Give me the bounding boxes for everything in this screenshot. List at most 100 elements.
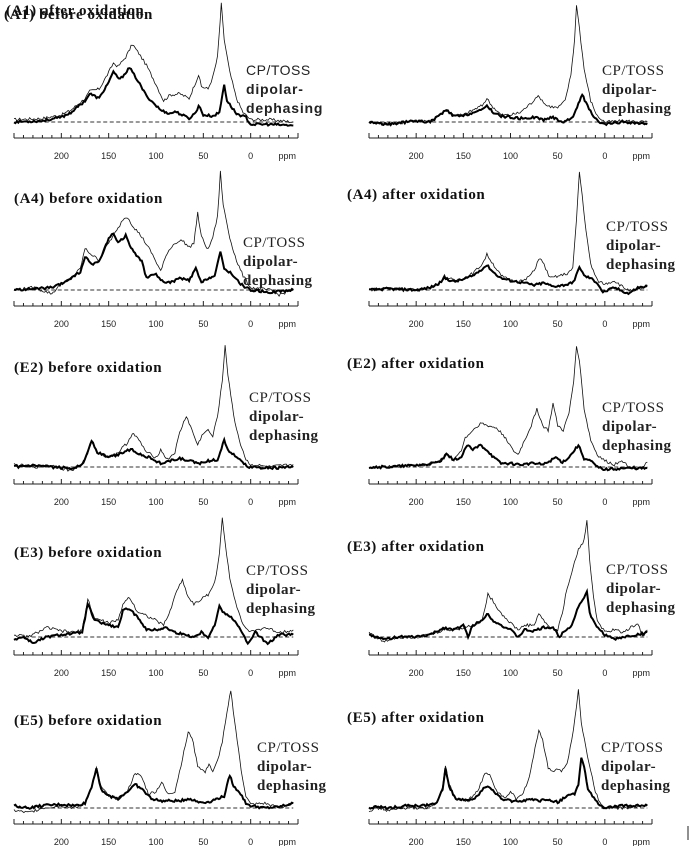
tick-label: 0	[602, 151, 607, 161]
spectrum-panel-A4-before: (A4) before oxidation 200 150 100 50 0 ppm CP/T…	[13, 170, 312, 329]
legend-dipolar-dephasing-line1: dipolar-	[243, 254, 298, 270]
cp-toss-series	[13, 345, 294, 472]
legend-dipolar-dephasing-line2: dephasing	[249, 428, 319, 444]
axis-unit-label: ppm	[278, 668, 296, 678]
tick-label: 150	[456, 837, 471, 846]
tick-label: 200	[409, 668, 424, 678]
axis-unit-label: ppm	[632, 837, 650, 846]
tick-label: 100	[148, 319, 163, 329]
tick-label: 0	[248, 319, 253, 329]
axis-unit-label: ppm	[632, 319, 650, 329]
dipolar-dephasing-series	[13, 767, 294, 810]
dipolar-dephasing-series	[368, 264, 648, 296]
tick-label: 100	[503, 668, 518, 678]
legend-cp-toss: CP/TOSS	[606, 219, 668, 235]
legend-dipolar-dephasing-line1: dipolar-	[246, 582, 301, 598]
legend-dipolar-dephasing-line1: dipolar-	[606, 238, 661, 254]
legend-cp-toss: CP/TOSS	[249, 390, 311, 406]
tick-label: 50	[553, 497, 563, 507]
spectrum-panel-A1-before: (A1) before oxidation 200 150 100 50 0 ppm CP/T…	[4, 2, 323, 161]
tick-label: 50	[553, 668, 563, 678]
legend-dipolar-dephasing-line1: dipolar-	[602, 419, 657, 435]
axis-unit-label: ppm	[632, 151, 650, 161]
tick-label: 50	[198, 319, 208, 329]
tick-label: 150	[456, 151, 471, 161]
panel-title: (A1) after oxidation	[6, 3, 144, 19]
spectrum-panel-E3-after: (E3) after oxidation 200 150 100 50 0 ppm CP/TO…	[347, 520, 675, 678]
panel-title: (E5) before oxidation	[14, 713, 162, 729]
legend-cp-toss: CP/TOSS	[602, 400, 664, 416]
spectrum-panel-E5-after: (E5) after oxidation 200 150 100 50 0 ppm CP/TO…	[347, 689, 671, 846]
tick-label: 150	[456, 668, 471, 678]
tick-label: 150	[101, 319, 116, 329]
tick-label: 0	[248, 497, 253, 507]
legend-cp-toss: CP/TOSS	[246, 62, 311, 78]
tick-label: 150	[456, 319, 471, 329]
tick-label: 100	[148, 837, 163, 846]
dipolar-dephasing-series	[13, 436, 294, 471]
spectrum-panel-A1-after: (A1) after oxidation 200 150 100 50 0 ppm CP/TO…	[6, 3, 672, 161]
legend-dipolar-dephasing-line2: dephasing	[246, 100, 323, 116]
tick-label: 150	[101, 837, 116, 846]
axis-unit-label: ppm	[278, 497, 296, 507]
cp-toss-series	[14, 517, 294, 639]
tick-label: 150	[101, 151, 116, 161]
tick-label: 100	[503, 319, 518, 329]
tick-label: 200	[54, 837, 69, 846]
axis-unit-label: ppm	[278, 319, 296, 329]
tick-label: 50	[198, 837, 208, 846]
legend-dipolar-dephasing-line2: dephasing	[602, 438, 672, 454]
tick-label: 100	[503, 497, 518, 507]
dipolar-dephasing-series	[13, 601, 294, 646]
dipolar-dephasing-series	[368, 92, 648, 127]
tick-label: 100	[148, 668, 163, 678]
dipolar-dephasing-series	[13, 231, 294, 295]
legend-dipolar-dephasing-line1: dipolar-	[257, 759, 312, 775]
cp-toss-series	[13, 690, 294, 814]
spectrum-panel-E5-before: (E5) before oxidation 200 150 100 50 0 ppm CP/T…	[13, 690, 327, 846]
tick-label: 150	[101, 668, 116, 678]
tick-label: 200	[54, 319, 69, 329]
axis-unit-label: ppm	[278, 151, 296, 161]
tick-label: 0	[602, 319, 607, 329]
tick-label: 200	[409, 837, 424, 846]
legend-dipolar-dephasing-line2: dephasing	[257, 778, 327, 794]
spectrum-panel-E3-before: (E3) before oxidation 200 150 100 50 0 ppm CP/T…	[13, 517, 315, 678]
tick-label: 150	[101, 497, 116, 507]
tick-label: 50	[198, 151, 208, 161]
spectrum-panel-E2-after: (E2) after oxidation 200 150 100 50 0 ppm CP/TO…	[347, 346, 672, 507]
tick-label: 200	[54, 151, 69, 161]
tick-label: 0	[248, 668, 253, 678]
tick-label: 100	[148, 151, 163, 161]
panel-title: (E5) after oxidation	[347, 710, 485, 726]
legend-dipolar-dephasing-line2: dephasing	[602, 101, 672, 117]
axis-unit-label: ppm	[278, 837, 296, 846]
legend-cp-toss: CP/TOSS	[606, 562, 668, 578]
tick-label: 150	[456, 497, 471, 507]
tick-label: 50	[198, 497, 208, 507]
panel-title: (A4) after oxidation	[347, 187, 485, 203]
tick-label: 200	[54, 668, 69, 678]
axis-unit-label: ppm	[632, 497, 650, 507]
tick-label: 50	[553, 837, 563, 846]
tick-label: 100	[503, 151, 518, 161]
legend-dipolar-dephasing-line2: dephasing	[601, 778, 671, 794]
legend-dipolar-dephasing-line1: dipolar-	[249, 409, 304, 425]
legend-dipolar-dephasing-line1: dipolar-	[246, 81, 304, 97]
tick-label: 200	[409, 319, 424, 329]
dipolar-dephasing-series	[13, 67, 294, 127]
legend-cp-toss: CP/TOSS	[601, 740, 663, 756]
panel-grid: (A1) before oxidation 200 150 100 50 0 ppm CP/T…	[4, 2, 676, 846]
dipolar-dephasing-series	[368, 588, 648, 642]
axis-unit-label: ppm	[632, 668, 650, 678]
legend-dipolar-dephasing-line1: dipolar-	[606, 581, 661, 597]
tick-label: 100	[503, 837, 518, 846]
dipolar-dephasing-series	[368, 757, 648, 811]
tick-label: 100	[148, 497, 163, 507]
legend-dipolar-dephasing-line2: dephasing	[606, 257, 676, 273]
cp-toss-series	[368, 689, 648, 813]
legend-dipolar-dephasing-line1: dipolar-	[602, 82, 657, 98]
tick-label: 50	[553, 151, 563, 161]
panel-title: (E2) before oxidation	[14, 360, 162, 376]
